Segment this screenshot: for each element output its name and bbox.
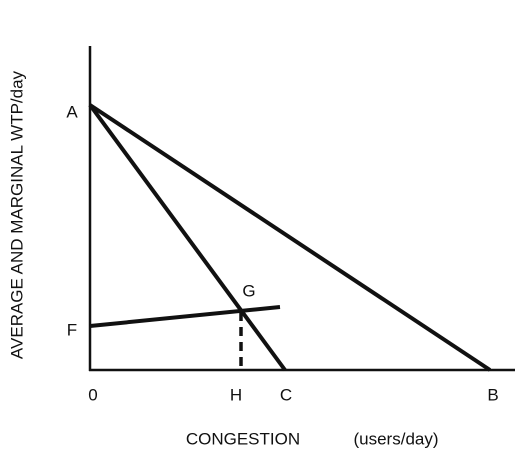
point-label: C: [280, 385, 292, 404]
point-label: F: [67, 320, 77, 339]
y-axis-label: AVERAGE AND MARGINAL WTP/day: [7, 70, 26, 359]
x-axis-unit: (users/day): [353, 429, 438, 448]
average-wtp-line: [88, 103, 492, 372]
point-label: 0: [88, 385, 97, 404]
point-label: G: [242, 281, 255, 300]
point-label: B: [487, 385, 498, 404]
point-label: A: [66, 102, 78, 121]
cost-line: [89, 305, 281, 328]
x-axis-label: CONGESTION: [186, 429, 300, 448]
marginal-wtp-line: [88, 103, 287, 372]
point-label: H: [230, 385, 242, 404]
